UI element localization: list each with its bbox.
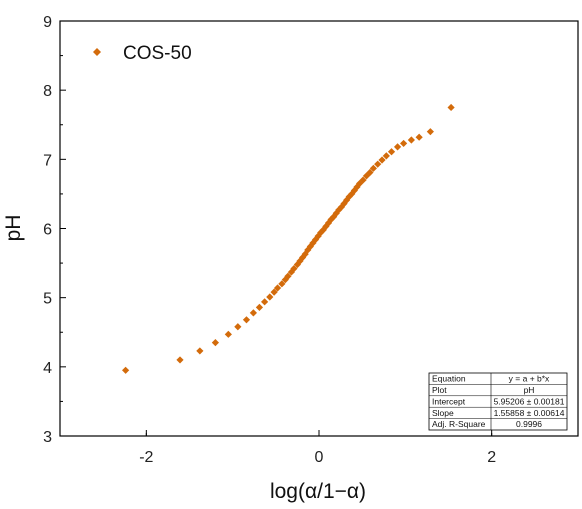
fit-table-value: 5.95206 ± 0.00181 (494, 396, 565, 406)
data-point (426, 128, 434, 136)
data-point (335, 206, 343, 214)
fit-table-label: Plot (432, 385, 447, 395)
y-tick-label: 4 (43, 360, 52, 377)
fit-table-value: y = a + b*x (509, 374, 550, 384)
fit-table-border (428, 372, 568, 431)
data-point (287, 268, 295, 276)
y-axis: 3 4 5 6 7 8 9 (43, 14, 66, 446)
fit-statistics-table: Equation y = a + b*x Plot pH Intercept 5.9520… (428, 372, 568, 431)
fit-table-value: 1.55858 ± 0.00614 (494, 408, 565, 418)
data-point (393, 143, 402, 151)
data-point (122, 366, 130, 374)
data-point (337, 203, 346, 211)
data-point (353, 183, 361, 191)
data-point (407, 136, 415, 144)
fit-table-label: Adj. R-Square (432, 419, 486, 429)
fit-table-label: Equation (432, 374, 466, 384)
data-point (447, 103, 455, 112)
y-tick-label: 5 (43, 291, 52, 308)
data-point (242, 316, 251, 324)
y-tick-label: 9 (43, 14, 52, 31)
data-point (211, 339, 219, 347)
data-point (255, 303, 264, 311)
data-point (234, 323, 242, 331)
plot-area (59, 20, 579, 437)
data-points (122, 103, 455, 374)
data-point (196, 347, 204, 355)
legend-marker (93, 48, 101, 56)
data-point (387, 148, 396, 156)
data-point (311, 235, 320, 244)
x-tick-label: 2 (487, 449, 496, 466)
data-point (224, 330, 232, 338)
data-point (249, 309, 257, 317)
y-axis-title: pH (2, 215, 25, 242)
data-point (306, 242, 314, 251)
data-point (374, 160, 382, 168)
data-point (415, 133, 423, 141)
data-point (278, 280, 286, 288)
x-tick-label: -2 (139, 449, 153, 466)
data-point (296, 257, 304, 265)
data-point (317, 229, 325, 237)
data-point (359, 176, 367, 184)
data-point (261, 298, 269, 306)
fit-table-value: 0.9996 (516, 419, 542, 429)
data-point (281, 276, 289, 284)
x-tick-label: 0 (315, 449, 324, 466)
data-point (284, 272, 292, 280)
data-point (270, 288, 278, 296)
data-point (290, 265, 298, 273)
y-tick-label: 7 (43, 152, 52, 169)
data-point (324, 219, 333, 227)
legend-label: COS-50 (123, 43, 192, 64)
fit-table-label: Slope (432, 408, 454, 418)
fit-table-label: Intercept (432, 396, 466, 406)
y-tick-label: 6 (43, 222, 52, 239)
data-point (366, 168, 374, 177)
data-point (340, 200, 348, 208)
fit-table-value: pH (524, 385, 535, 395)
data-point (382, 152, 390, 160)
data-point (273, 284, 282, 292)
data-point (400, 139, 408, 148)
x-axis-title: log(α/1−α) (270, 480, 366, 503)
data-point (176, 356, 184, 364)
data-point (348, 190, 356, 198)
data-point (378, 156, 386, 164)
y-tick-label: 3 (43, 429, 52, 446)
x-axis: -2 0 2 (139, 430, 496, 466)
data-point (266, 293, 274, 301)
data-point (330, 213, 338, 221)
y-tick-label: 8 (43, 83, 52, 100)
data-point (369, 164, 377, 172)
legend: COS-50 (93, 43, 192, 64)
